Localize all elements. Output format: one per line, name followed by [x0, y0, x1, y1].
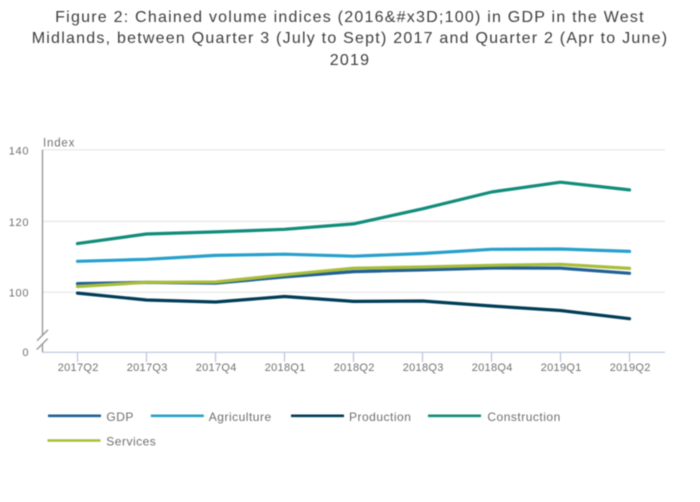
svg-text:2019Q1: 2019Q1 [541, 362, 582, 374]
svg-text:2018Q3: 2018Q3 [403, 362, 444, 374]
svg-text:0: 0 [22, 347, 28, 359]
svg-text:2018Q1: 2018Q1 [265, 362, 306, 374]
svg-text:2018Q4: 2018Q4 [472, 362, 513, 374]
svg-text:2018Q2: 2018Q2 [334, 362, 375, 374]
svg-text:GDP: GDP [106, 410, 134, 424]
svg-text:2019Q2: 2019Q2 [610, 362, 651, 374]
svg-text:Index: Index [43, 137, 75, 149]
svg-text:120: 120 [9, 217, 29, 229]
svg-text:Services: Services [106, 434, 156, 448]
svg-text:2017Q3: 2017Q3 [127, 362, 168, 374]
svg-text:100: 100 [9, 288, 29, 300]
svg-text:2017Q4: 2017Q4 [196, 362, 237, 374]
svg-text:140: 140 [9, 145, 29, 157]
svg-text:Construction: Construction [487, 410, 560, 424]
svg-text:2017Q2: 2017Q2 [58, 362, 99, 374]
svg-text:Agriculture: Agriculture [209, 410, 272, 424]
svg-text:Production: Production [349, 410, 411, 424]
